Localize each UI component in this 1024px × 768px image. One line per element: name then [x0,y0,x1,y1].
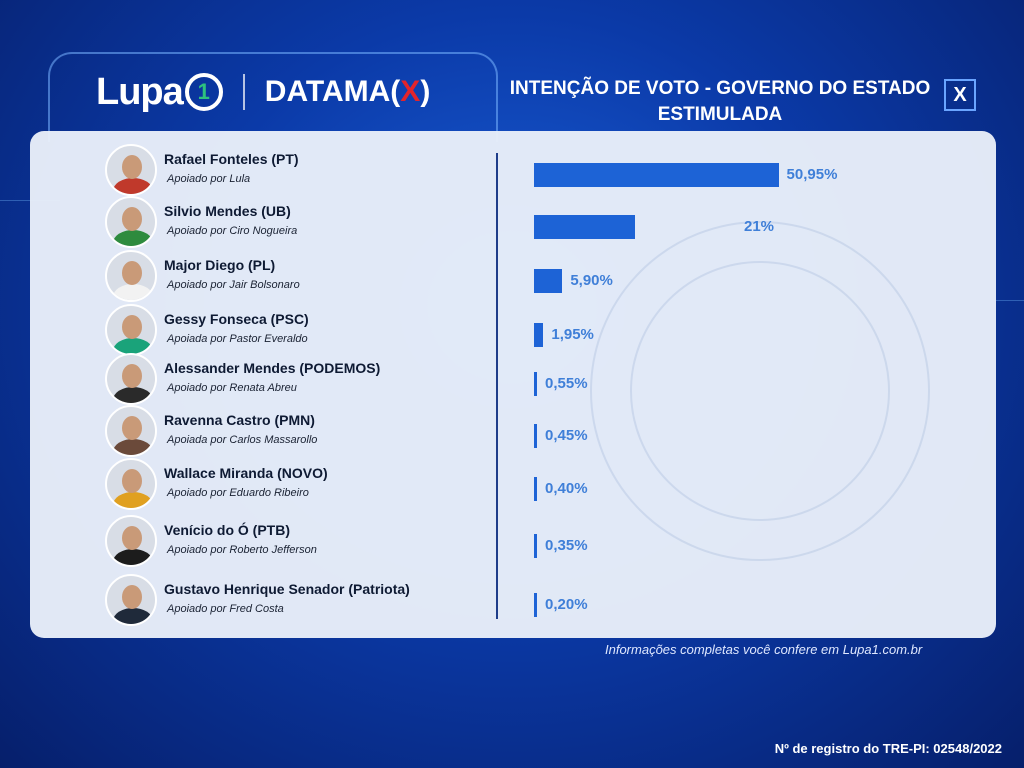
candidate-avatar [105,574,157,626]
vote-percent-label: 1,95% [551,326,594,343]
candidate-support: Apoiado por Eduardo Ribeiro [167,487,309,499]
close-button[interactable]: X [944,79,976,111]
avatar-face-shape [122,416,142,440]
vote-bar [534,424,537,448]
candidate-name: Major Diego (PL) [164,257,276,273]
lupa-logo-text: Lupa [96,70,184,113]
candidate-avatar [105,196,157,248]
footer-note: Informações completas você confere em Lu… [605,642,923,657]
candidate-name: Gessy Fonseca (PSC) [164,311,309,327]
candidate-row: Major Diego (PL) Apoiado por Jair Bolsona… [30,250,996,302]
results-card: Rafael Fonteles (PT) Apoiado por Lula 50,9… [30,131,996,638]
logo-separator [242,74,245,110]
decorative-magnifier-ring [590,221,930,561]
candidate-support: Apoiada por Carlos Massarollo [167,434,318,446]
vote-percent-label: 0,35% [545,537,588,554]
candidate-name: Rafael Fonteles (PT) [164,151,299,167]
vote-bar [534,323,544,347]
candidate-row: Ravenna Castro (PMN) Apoiada por Carlos M… [30,405,996,457]
candidate-support: Apoiado por Renata Abreu [167,382,297,394]
avatar-face-shape [122,155,142,179]
chart-title: INTENÇÃO DE VOTO - GOVERNO DO ESTADO EST… [490,76,950,128]
avatar-face-shape [122,364,142,388]
vote-bar [534,534,537,558]
candidate-support: Apoiado por Ciro Nogueira [167,225,298,237]
candidate-row: Wallace Miranda (NOVO) Apoiado por Eduard… [30,458,996,510]
candidate-avatar [105,144,157,196]
registry-number: Nº de registro do TRE-PI: 02548/2022 [774,741,1002,756]
candidate-support: Apoiado por Roberto Jefferson [167,544,317,556]
candidate-avatar [105,304,157,356]
candidate-name: Wallace Miranda (NOVO) [164,465,328,481]
avatar-body-shape [113,230,153,246]
vote-bar [534,163,779,187]
decorative-magnifier-ring [630,261,890,521]
decorative-glow-line [996,300,1024,301]
avatar-body-shape [113,549,153,565]
datama-suffix: ) [420,75,431,108]
candidate-row: Venício do Ó (PTB) Apoiado por Roberto Je… [30,515,996,567]
vote-percent-label: 50,95% [786,166,838,183]
vote-bar [534,269,563,293]
candidate-name: Alessander Mendes (PODEMOS) [164,360,381,376]
avatar-body-shape [113,284,153,300]
candidate-support: Apoiado por Fred Costa [167,603,284,615]
candidate-row: Silvio Mendes (UB) Apoiado por Ciro Nogue… [30,196,996,248]
lupa-logo-number: 1 [197,79,210,104]
avatar-face-shape [122,207,142,231]
candidate-row: Gessy Fonseca (PSC) Apoiada por Pastor Ev… [30,304,996,356]
vote-bar [534,477,537,501]
candidate-name: Venício do Ó (PTB) [164,522,291,538]
avatar-body-shape [113,608,153,624]
vote-percent-label: 0,45% [545,427,588,444]
avatar-face-shape [122,526,142,550]
candidate-name: Gustavo Henrique Senador (Patriota) [164,581,410,597]
vote-bar [534,215,635,239]
vote-percent-label: 0,40% [545,480,588,497]
candidate-support: Apoiado por Jair Bolsonaro [167,279,300,291]
header-panel [48,52,498,142]
vote-percent-label: 21% [744,218,775,235]
brand-logo: Lupa 1 DATAMA(X) [96,70,430,114]
datama-prefix: DATAMA( [264,75,401,108]
candidate-avatar [105,405,157,457]
candidate-avatar [105,458,157,510]
avatar-face-shape [122,585,142,609]
chart-title-line2: ESTIMULADA [657,104,783,125]
vote-percent-label: 0,20% [545,596,588,613]
chart-title-line1: INTENÇÃO DE VOTO - GOVERNO DO ESTADO [509,78,931,99]
avatar-body-shape [113,387,153,403]
candidate-name: Ravenna Castro (PMN) [164,412,315,428]
vote-bar [534,593,537,617]
candidate-row: Gustavo Henrique Senador (Patriota) Apoia… [30,574,996,626]
magnifier-icon: 1 [184,73,223,111]
avatar-body-shape [113,178,153,194]
avatar-face-shape [122,315,142,339]
avatar-body-shape [113,492,153,508]
avatar-face-shape [122,261,142,285]
vote-percent-label: 0,55% [545,375,588,392]
candidate-name: Silvio Mendes (UB) [164,203,291,219]
vote-bar [534,372,537,396]
vote-percent-label: 5,90% [570,272,613,289]
candidate-support: Apoiada por Pastor Everaldo [167,333,308,345]
avatar-face-shape [122,469,142,493]
avatar-body-shape [113,338,153,354]
datama-x: X [400,75,421,108]
avatar-body-shape [113,439,153,455]
candidate-avatar [105,250,157,302]
candidate-support: Apoiado por Lula [167,173,251,185]
candidate-row: Rafael Fonteles (PT) Apoiado por Lula 50,9… [30,144,996,196]
candidate-row: Alessander Mendes (PODEMOS) Apoiado por R… [30,353,996,405]
column-divider [496,153,498,619]
candidate-avatar [105,353,157,405]
datamax-logo: DATAMA(X) [265,75,431,109]
candidate-avatar [105,515,157,567]
